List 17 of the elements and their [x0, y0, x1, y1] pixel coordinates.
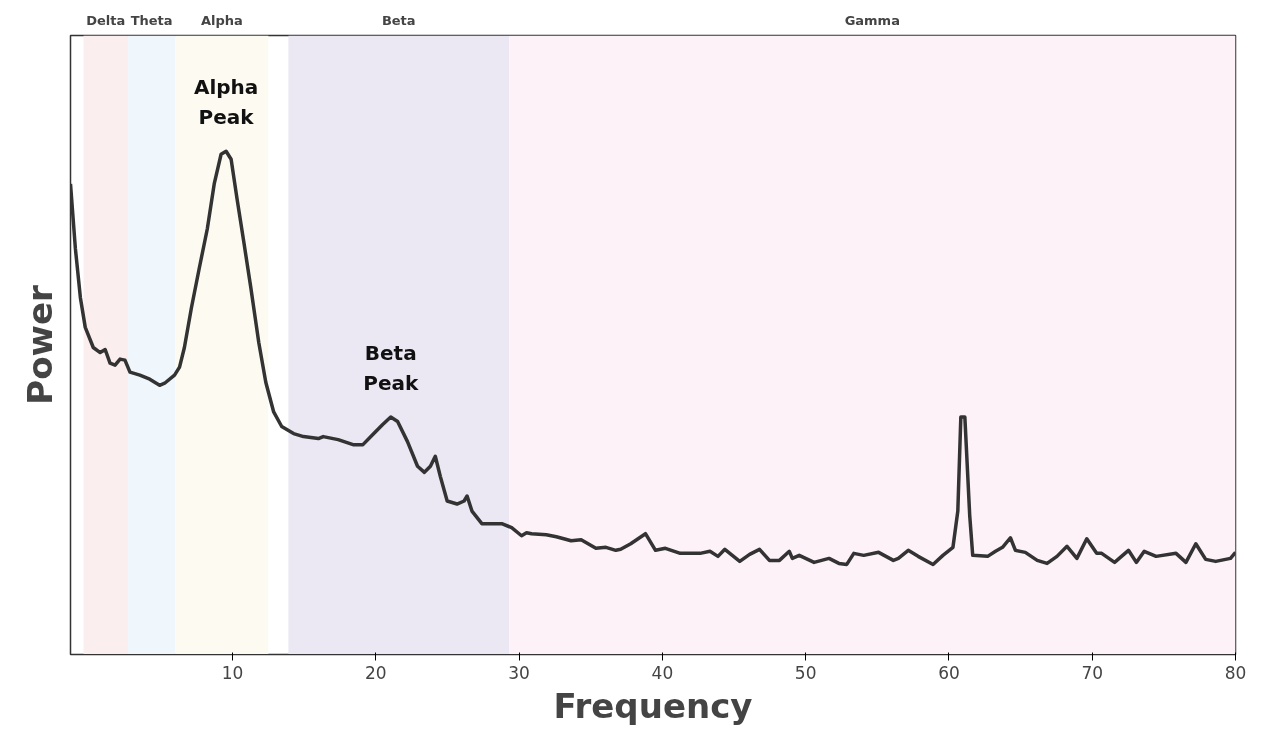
y-axis-title: Power: [19, 285, 60, 405]
annotation: Alpha Peak: [193, 75, 259, 130]
annotation: Beta Peak: [363, 340, 419, 395]
band-label: Gamma: [844, 12, 900, 28]
x-tick-label: 30: [508, 662, 530, 683]
band-label: Beta: [381, 12, 416, 28]
band-label: Alpha: [200, 12, 243, 28]
x-tick-label: 50: [794, 662, 817, 683]
band-label: Delta: [86, 12, 126, 28]
x-tick-label: 80: [1224, 662, 1247, 683]
x-tick-label: 20: [365, 662, 387, 683]
x-axis-title: Frequency: [553, 685, 753, 726]
band-label: Theta: [130, 12, 173, 28]
x-tick-label: 40: [651, 662, 674, 683]
x-tick-label: 10: [221, 662, 244, 683]
x-tick-label: 70: [1081, 662, 1104, 683]
x-tick-label: 60: [938, 662, 960, 683]
